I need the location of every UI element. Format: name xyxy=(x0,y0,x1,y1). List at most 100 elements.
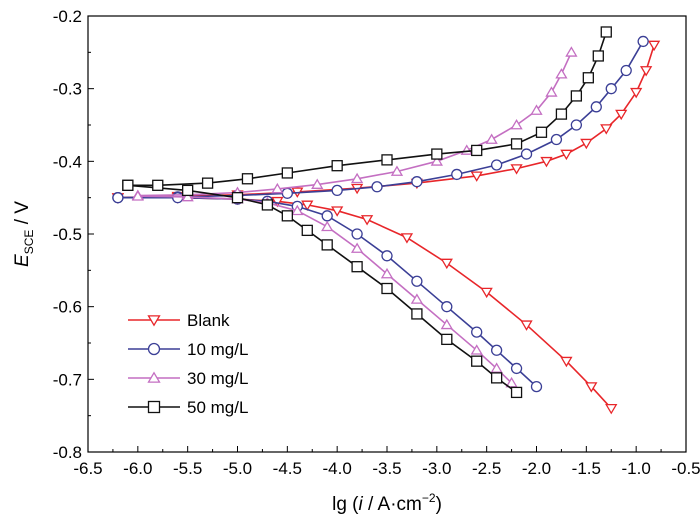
data-point xyxy=(112,192,124,204)
legend-label: 50 mg/L xyxy=(187,398,248,417)
data-point xyxy=(582,72,594,84)
x-tick-label: -2.5 xyxy=(472,459,501,478)
data-point xyxy=(460,144,473,155)
legend-marker xyxy=(147,400,161,414)
data-point xyxy=(630,87,643,99)
data-point xyxy=(555,68,568,79)
data-point xyxy=(510,164,523,175)
data-point xyxy=(410,293,424,304)
x-tick-label: -3.5 xyxy=(372,459,401,478)
y-tick-label: -0.7 xyxy=(53,370,82,389)
series-10-mg-l xyxy=(112,35,649,393)
x-tick-label: -2.0 xyxy=(522,459,551,478)
data-point xyxy=(545,86,558,97)
data-point xyxy=(471,326,483,338)
data-point xyxy=(241,173,254,185)
x-axis-ticks: -6.5 -6.0 -5.5 -5.0 -4.5 -4.0 -3.5 -3.0 -2.5 -2.0… xyxy=(73,446,700,478)
data-point xyxy=(510,138,523,150)
series-line-anodic xyxy=(117,40,644,199)
series-30-mg-l xyxy=(131,46,578,388)
x-axis-title-prefix: lg ( xyxy=(332,494,359,515)
data-point xyxy=(281,187,293,199)
series-50-mg-l xyxy=(122,26,612,399)
data-point xyxy=(321,239,333,251)
data-point xyxy=(580,138,593,150)
data-point xyxy=(471,144,483,157)
data-point xyxy=(605,83,617,95)
data-point xyxy=(510,362,523,375)
data-point xyxy=(490,362,503,373)
data-point xyxy=(600,26,612,38)
data-point xyxy=(615,109,628,121)
y-axis-title-unit: / V xyxy=(12,201,33,230)
x-tick-label: -4.5 xyxy=(273,459,302,478)
data-point xyxy=(122,179,134,191)
data-point xyxy=(181,190,194,202)
data-point xyxy=(301,200,314,211)
x-axis-title-suffix: ) xyxy=(436,494,442,515)
data-point xyxy=(311,178,324,189)
data-point xyxy=(431,148,443,160)
data-point xyxy=(381,282,393,295)
legend-label: Blank xyxy=(187,311,230,330)
series-line-anodic xyxy=(137,51,573,197)
data-point xyxy=(441,301,453,313)
data-point xyxy=(400,233,414,244)
data-point xyxy=(510,118,523,130)
data-point xyxy=(505,376,518,388)
legend-label: 10 mg/L xyxy=(187,340,248,359)
data-point xyxy=(271,182,284,194)
data-point xyxy=(490,344,503,356)
legend-entry: 50 mg/L xyxy=(128,398,248,417)
y-tick-label: -0.4 xyxy=(53,152,82,171)
y-axis-title: ESCE / V xyxy=(12,201,36,267)
legend-label: 30 mg/L xyxy=(187,369,248,388)
data-point xyxy=(440,318,453,330)
data-point xyxy=(231,192,244,204)
data-point xyxy=(381,154,393,166)
x-tick-label: -1.5 xyxy=(572,459,601,478)
x-tick-label: -3.0 xyxy=(422,459,451,478)
data-point xyxy=(281,167,293,179)
series-line-anodic xyxy=(127,31,608,187)
series-line-anodic xyxy=(117,44,655,199)
data-point xyxy=(380,267,394,279)
data-point xyxy=(555,108,568,120)
data-point xyxy=(441,333,453,346)
data-point xyxy=(411,308,423,320)
data-point xyxy=(620,64,632,77)
data-point xyxy=(585,382,598,393)
x-tick-label: -5.0 xyxy=(223,459,252,478)
data-point xyxy=(351,228,363,240)
x-tick-label: -1.0 xyxy=(622,459,651,478)
data-point xyxy=(321,210,333,222)
data-point xyxy=(605,403,618,415)
data-point xyxy=(470,171,483,182)
legend-entry: 10 mg/L xyxy=(128,340,248,359)
data-point xyxy=(485,133,498,144)
data-point xyxy=(570,90,583,102)
data-point xyxy=(592,50,604,62)
x-tick-label: -6.5 xyxy=(73,459,102,478)
data-point xyxy=(647,40,661,52)
data-point xyxy=(360,215,374,226)
data-point xyxy=(411,176,423,188)
data-point xyxy=(535,126,548,138)
x-tick-label: -6.0 xyxy=(123,459,152,478)
x-axis-title: lg (i / A·cm−2) xyxy=(332,491,442,515)
data-point xyxy=(350,172,364,184)
x-tick-label: -0.5 xyxy=(671,459,700,478)
legend: Blank 10 mg/L 30 mg/L 50 mg/L xyxy=(128,311,248,417)
data-point xyxy=(565,46,578,57)
data-point xyxy=(411,275,423,287)
data-point xyxy=(490,159,503,171)
series-layer xyxy=(111,26,661,415)
data-point xyxy=(331,160,343,172)
data-point xyxy=(590,101,602,113)
y-axis-ticks: -0.8 -0.7 -0.6 -0.5 -0.4 -0.3 -0.2 xyxy=(53,7,94,462)
data-point xyxy=(321,220,334,232)
data-point xyxy=(261,199,274,211)
y-tick-label: -0.3 xyxy=(53,80,82,99)
y-tick-label: -0.5 xyxy=(53,225,82,244)
data-point xyxy=(530,104,543,115)
